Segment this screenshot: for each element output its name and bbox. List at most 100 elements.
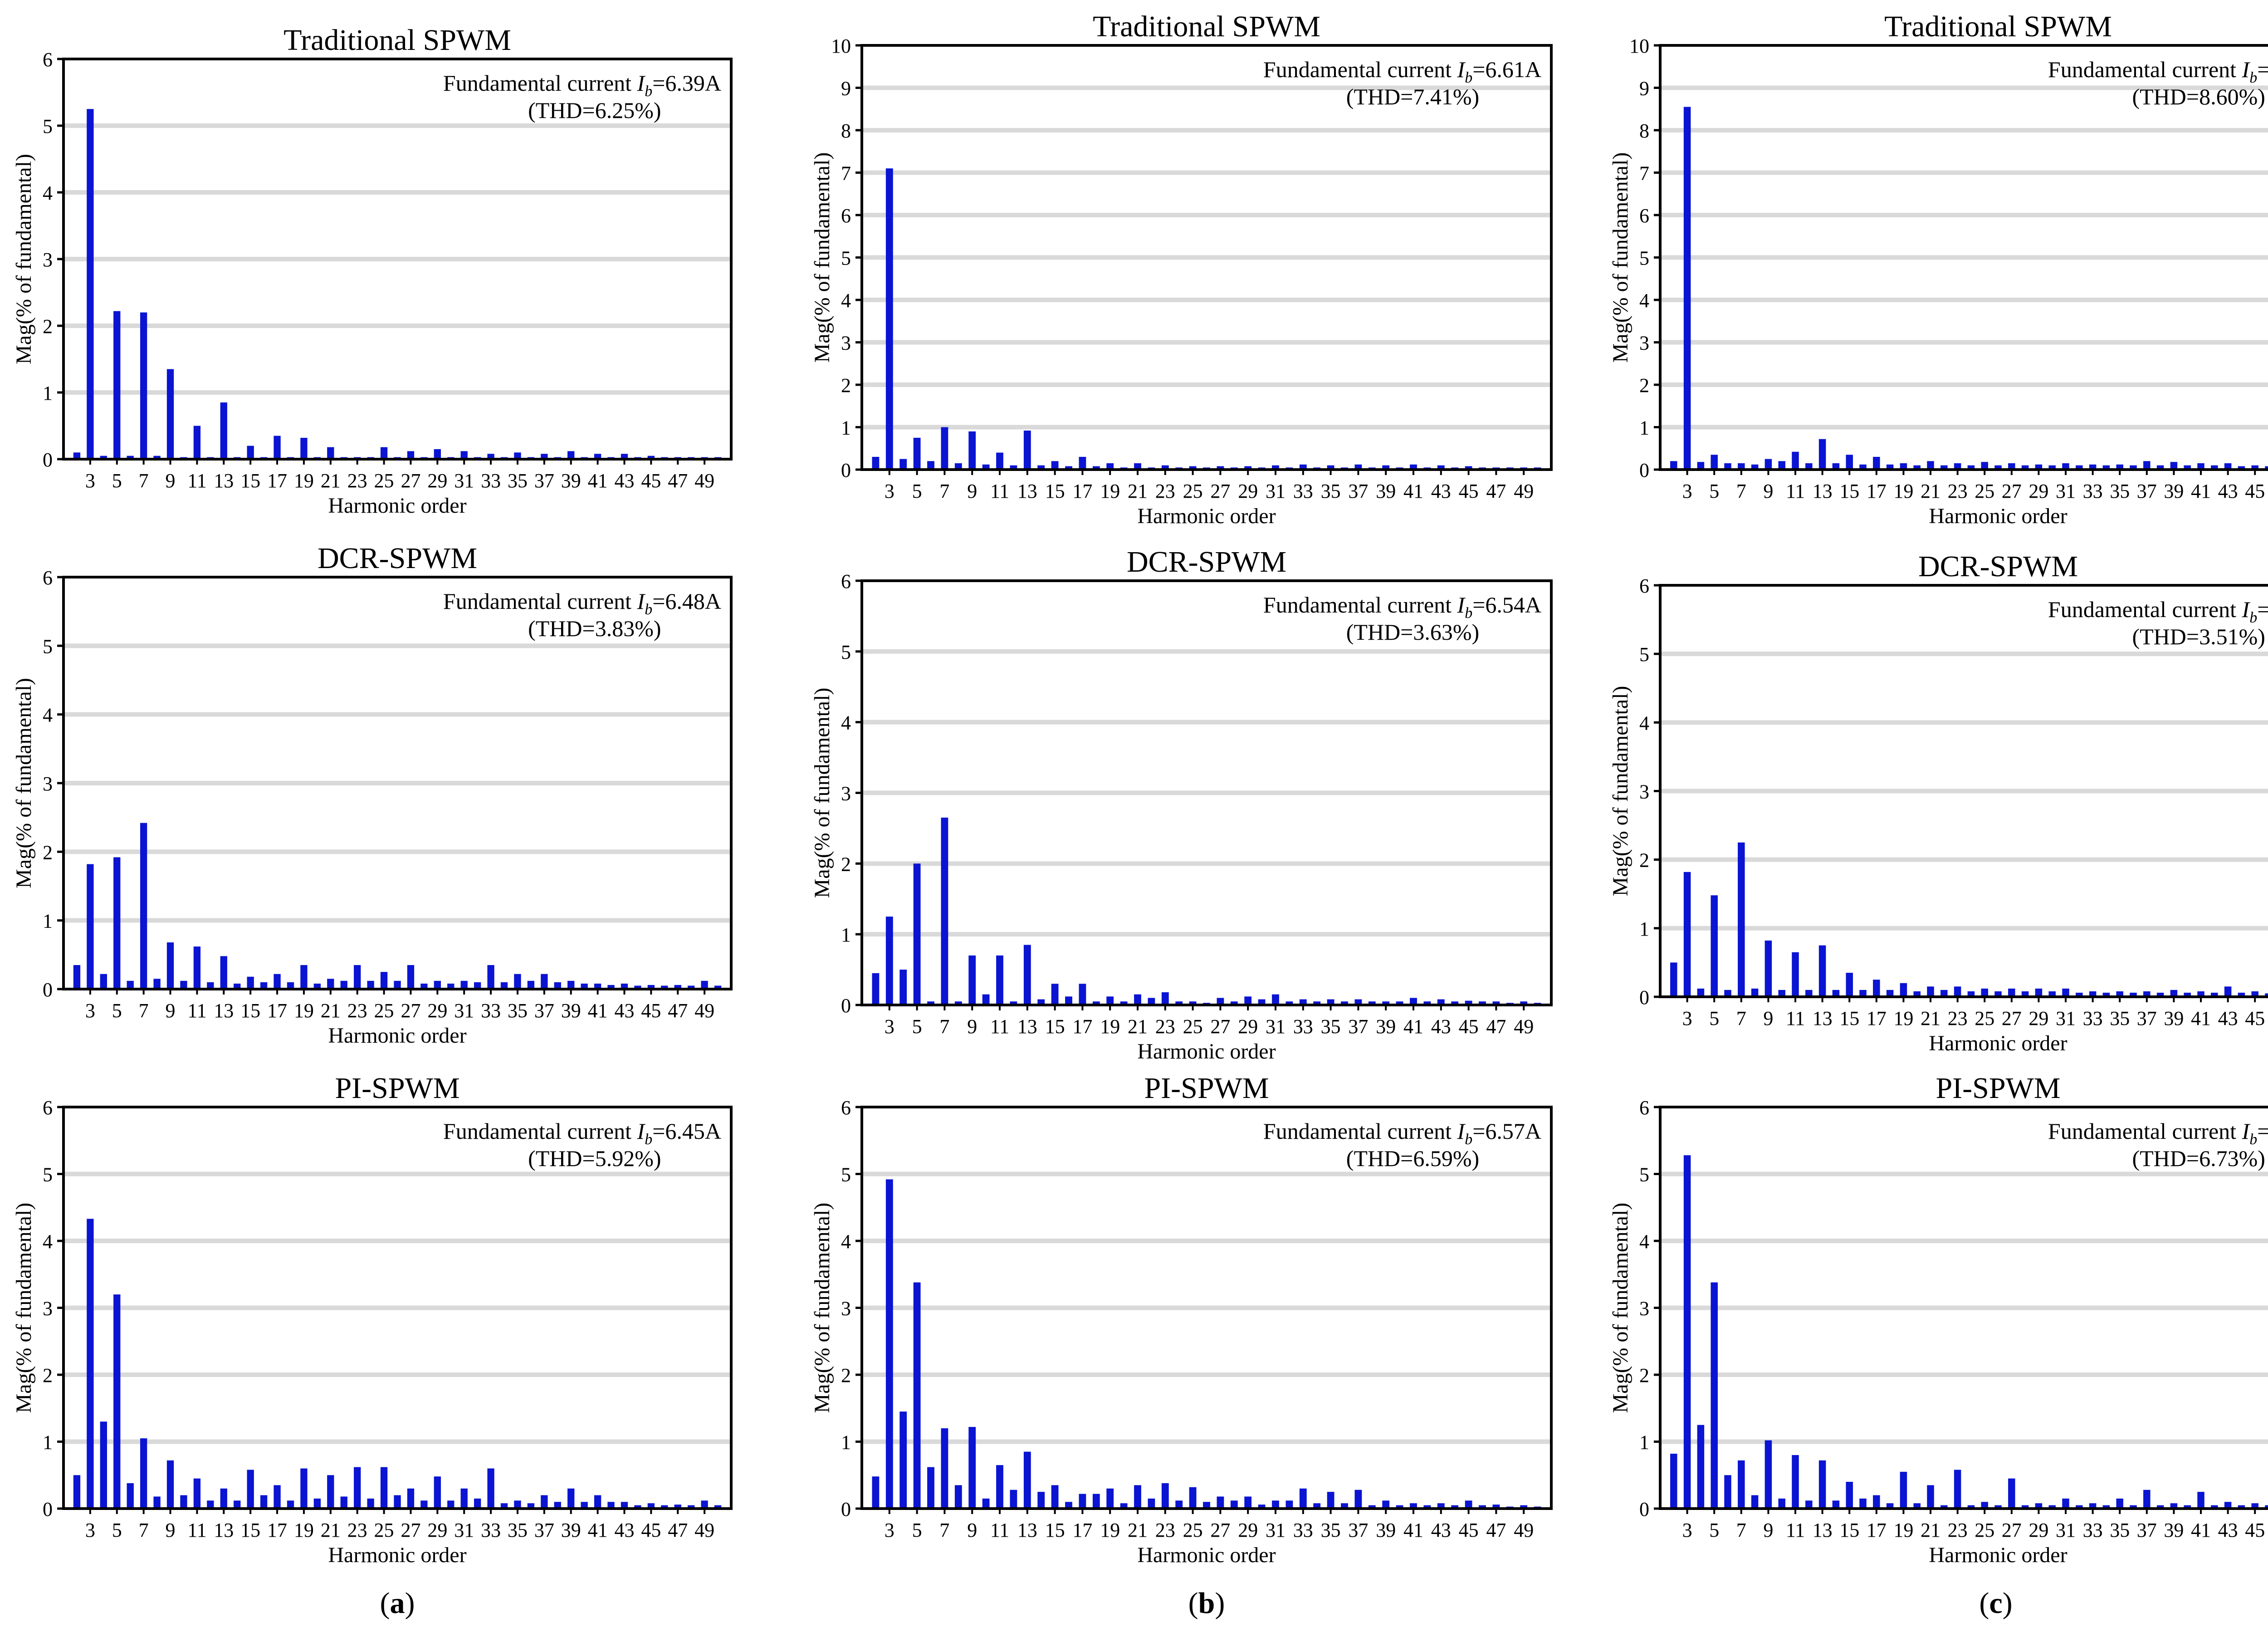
x-tick-label: 23 (1155, 480, 1175, 502)
bar-h12 (1805, 463, 1813, 470)
x-tick-label: 9 (967, 1519, 977, 1541)
bar-h41 (2197, 463, 2204, 470)
thd-annotation: (THD=3.51%) (2132, 624, 2265, 649)
bar-h14 (1037, 465, 1045, 470)
y-tick-label: 0 (1639, 986, 1649, 1009)
x-tick-label: 39 (1376, 1015, 1396, 1038)
x-tick-label: 33 (2083, 1007, 2103, 1029)
x-tick-label: 13 (1813, 1519, 1833, 1541)
x-tick-label: 17 (267, 1000, 287, 1022)
annotation-subscript: b (2249, 69, 2257, 86)
x-tick-label: 25 (1975, 1007, 1994, 1029)
bar-h40 (1396, 1001, 1403, 1005)
thd-annotation: (THD=6.59%) (1346, 1146, 1479, 1171)
x-tick-label: 23 (1155, 1519, 1175, 1541)
bar-h33 (487, 965, 494, 989)
y-tick-label: 2 (43, 841, 53, 863)
bar-h19 (1106, 463, 1114, 470)
bar-h7 (1738, 1460, 1745, 1509)
bar-h34 (500, 982, 508, 989)
bar-h8 (153, 979, 161, 989)
bar-h42 (2211, 992, 2218, 997)
bar-h16 (1859, 990, 1867, 997)
y-tick-label: 0 (43, 1498, 53, 1520)
x-tick-label: 41 (588, 1519, 608, 1541)
bar-h40 (2184, 992, 2191, 997)
bar-h5 (1711, 1282, 1718, 1509)
x-tick-label: 11 (1786, 1519, 1805, 1541)
x-tick-label: 45 (641, 1519, 661, 1541)
bar-h31 (1272, 465, 1279, 470)
y-axis-label: Mag(% of fundamental) (12, 678, 36, 888)
annotation-symbol: I (2242, 1118, 2251, 1144)
y-tick-label: 4 (43, 704, 53, 726)
bar-h13 (220, 402, 227, 459)
bar-h4 (100, 974, 107, 989)
x-tick-label: 29 (427, 470, 447, 492)
y-tick-label: 10 (831, 35, 851, 57)
bar-h13 (1818, 945, 1826, 997)
bar-h27 (407, 1488, 415, 1509)
bar-h18 (1092, 1001, 1100, 1005)
bar-h11 (193, 426, 201, 459)
bar-h17 (1873, 1495, 1880, 1509)
x-tick-label: 35 (1321, 1015, 1341, 1038)
bar-h14 (1832, 990, 1840, 997)
x-tick-label: 15 (1839, 480, 1859, 502)
bar-h48 (688, 985, 695, 989)
bar-h14 (234, 1500, 241, 1509)
x-tick-label: 9 (166, 1519, 176, 1541)
bar-h37 (2143, 1490, 2151, 1509)
bar-h13 (220, 1488, 227, 1509)
x-tick-label: 11 (187, 1000, 206, 1022)
bar-h23 (354, 1467, 361, 1509)
bar-h4 (100, 1421, 107, 1509)
x-tick-label: 11 (1786, 480, 1805, 502)
bar-h4 (1697, 988, 1705, 997)
bar-h10 (982, 464, 990, 470)
panel-label-c: (c) (1979, 1587, 2012, 1620)
bar-h36 (1341, 1001, 1348, 1005)
y-tick-label: 2 (1639, 374, 1649, 397)
chart-title: Traditional SPWM (1093, 10, 1320, 43)
bar-h44 (634, 985, 641, 989)
x-tick-label: 31 (1266, 1015, 1286, 1038)
x-tick-label: 5 (1709, 480, 1719, 502)
y-tick-label: 4 (1639, 1230, 1649, 1253)
bar-h30 (2048, 465, 2056, 470)
bar-h33 (487, 454, 494, 459)
bar-h9 (166, 369, 174, 459)
panel-label-letter: a (390, 1587, 405, 1620)
bar-h45 (2251, 991, 2258, 997)
x-tick-label: 33 (481, 470, 501, 492)
bar-h6 (127, 456, 134, 459)
bar-h42 (2211, 465, 2218, 470)
y-tick-label: 6 (1639, 575, 1649, 597)
x-tick-label: 49 (694, 1519, 714, 1541)
bar-h2 (1670, 461, 1677, 470)
y-tick-label: 4 (1639, 289, 1649, 312)
y-tick-label: 5 (1639, 1164, 1649, 1186)
bar-h19 (300, 965, 308, 989)
x-tick-label: 3 (885, 1015, 894, 1038)
y-axis-label: Mag(% of fundamental) (1608, 1203, 1633, 1413)
bar-h31 (2062, 1498, 2069, 1509)
panel-label-open: ( (1188, 1587, 1198, 1620)
bar-h44 (2238, 992, 2245, 997)
bar-h47 (674, 985, 681, 989)
bar-h42 (2211, 1505, 2218, 1509)
x-tick-label: 31 (2056, 480, 2076, 502)
bar-h32 (1286, 1001, 1293, 1005)
bar-h45 (2251, 465, 2258, 470)
annotation-value: =6.39A (652, 70, 721, 96)
panel-label-close: ) (405, 1587, 415, 1620)
bar-h28 (420, 983, 428, 989)
bar-h11 (1792, 451, 1799, 470)
x-tick-label: 33 (1293, 1519, 1313, 1541)
y-tick-label: 1 (1639, 918, 1649, 940)
bar-h29 (2035, 464, 2043, 470)
bar-h41 (594, 983, 601, 989)
x-axis-label: Harmonic order (1137, 504, 1276, 528)
